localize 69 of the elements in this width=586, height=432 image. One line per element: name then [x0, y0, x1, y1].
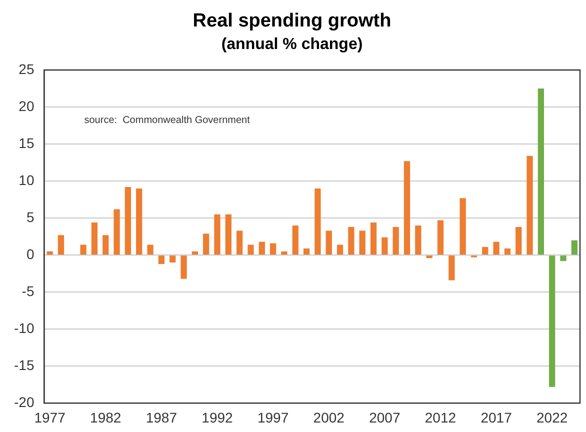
x-tick-label: 1987 — [146, 409, 178, 426]
bar — [382, 237, 388, 255]
x-tick-label: 2002 — [313, 409, 345, 426]
y-tick-label: 10 — [18, 172, 34, 188]
bar — [192, 251, 198, 255]
bar — [203, 234, 210, 255]
y-tick-label: -20 — [14, 394, 34, 410]
bar — [236, 230, 243, 255]
x-tick-label: 1992 — [202, 409, 234, 426]
bar — [415, 225, 422, 255]
y-tick-label: 25 — [18, 60, 34, 77]
bar — [426, 256, 432, 258]
y-tick-label: 5 — [26, 208, 34, 225]
bar — [516, 226, 522, 255]
chart-subtitle: (annual % change) — [221, 36, 363, 53]
bar — [370, 222, 377, 255]
x-tick-label: 2022 — [536, 409, 568, 426]
x-tick-label: 1982 — [90, 409, 122, 426]
bar — [46, 251, 53, 255]
y-tick-label: -10 — [14, 320, 34, 336]
bar — [281, 251, 288, 255]
chart-title: Real spending growth — [192, 10, 392, 32]
bar — [102, 235, 109, 255]
bar — [214, 214, 220, 255]
bar — [437, 220, 444, 255]
y-tick-label: -5 — [22, 282, 34, 299]
y-tick-label: 20 — [18, 98, 34, 114]
x-tick-label: 2017 — [480, 409, 512, 426]
bar — [404, 161, 410, 255]
y-tick-label: 0 — [26, 246, 34, 262]
bar — [114, 209, 120, 255]
x-tick-label: 2007 — [369, 409, 400, 426]
bar — [526, 156, 533, 255]
y-tick-label: 15 — [18, 134, 34, 151]
bar — [314, 188, 321, 255]
bar — [560, 256, 566, 262]
bar — [158, 256, 165, 264]
bar — [571, 240, 578, 255]
x-tick-label: 1997 — [257, 409, 289, 426]
bar — [180, 256, 187, 279]
bar — [248, 244, 254, 255]
y-tick-label: -15 — [14, 357, 34, 374]
x-tick-label: 2012 — [424, 409, 456, 426]
bar — [91, 222, 98, 255]
bar — [147, 244, 154, 255]
bar — [504, 248, 511, 255]
bar — [336, 244, 344, 255]
bar — [359, 230, 366, 255]
bar — [292, 225, 298, 255]
bar — [460, 198, 466, 255]
bar — [270, 243, 276, 255]
bar — [348, 226, 354, 255]
bar — [136, 188, 142, 255]
bar — [170, 256, 176, 263]
annotation: source: Commonwealth Government — [84, 114, 250, 126]
bar — [80, 244, 86, 255]
bar — [58, 235, 64, 255]
bar — [258, 242, 265, 255]
bar — [448, 256, 455, 280]
bar — [392, 226, 399, 255]
bar — [549, 256, 556, 387]
bar — [538, 88, 544, 255]
bar — [303, 248, 310, 255]
bar — [124, 186, 132, 255]
x-tick-label: 1977 — [34, 409, 66, 426]
bar — [493, 242, 500, 255]
bar — [326, 230, 332, 255]
bar — [482, 246, 488, 255]
bar — [225, 214, 232, 255]
